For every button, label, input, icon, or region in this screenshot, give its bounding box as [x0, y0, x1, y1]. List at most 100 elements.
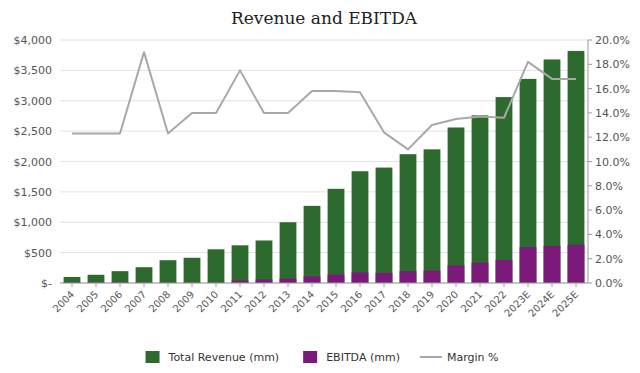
- x-tick-label: 2007: [123, 289, 149, 315]
- y2-axis-line: [588, 40, 589, 283]
- bar: [280, 222, 297, 283]
- bar: [544, 246, 561, 283]
- grid-line: [60, 283, 588, 284]
- bar-series: [64, 51, 585, 283]
- bar: [208, 249, 225, 283]
- bar: [376, 273, 393, 283]
- y-tick-label: $4,000: [14, 34, 53, 47]
- y2-tick-label: 0.0%: [595, 277, 623, 290]
- x-tick: [432, 283, 433, 287]
- x-tick: [336, 283, 337, 287]
- legend-item: Total Revenue (mm): [146, 351, 280, 364]
- y2-tick-label: 16.0%: [595, 83, 630, 96]
- x-tick-label: 2024E: [526, 289, 556, 319]
- x-tick-label: 2011: [219, 289, 245, 315]
- x-tick: [264, 283, 265, 287]
- y2-tick: [588, 112, 592, 113]
- y-tick-label: $2,500: [14, 125, 53, 138]
- bar: [184, 258, 201, 283]
- bar: [568, 51, 585, 283]
- y2-tick: [588, 137, 592, 138]
- bar: [304, 206, 321, 283]
- bar: [136, 267, 153, 283]
- legend-swatch: [146, 351, 160, 363]
- bar: [328, 274, 345, 283]
- x-tick-label: 2008: [147, 289, 173, 315]
- bar: [424, 271, 441, 283]
- bar: [64, 277, 81, 283]
- marks: [64, 51, 585, 283]
- line: [72, 52, 576, 149]
- bar: [256, 240, 273, 283]
- bar: [352, 171, 369, 283]
- y2-tick: [588, 258, 592, 259]
- y-tick-label: $500: [24, 247, 52, 260]
- bar: [472, 263, 489, 283]
- x-tick-label: 2004: [51, 289, 77, 315]
- bar: [448, 265, 465, 283]
- x-axis-line: [60, 283, 588, 284]
- bar: [88, 275, 105, 283]
- x-tick: [120, 283, 121, 287]
- bar: [256, 279, 273, 283]
- x-tick: [408, 283, 409, 287]
- background: [0, 0, 640, 373]
- x-tick: [144, 283, 145, 287]
- bar: [352, 272, 369, 283]
- title: Revenue and EBITDA: [231, 8, 418, 28]
- chart: Revenue and EBITDA$-$500$1,000$1,500$2,0…: [0, 0, 640, 373]
- y-tick-label: $1,500: [14, 186, 53, 199]
- bar: [304, 276, 321, 283]
- legend-item: EBITDA (mm): [303, 351, 400, 364]
- x-tick-label: 2006: [99, 289, 125, 315]
- x-tick-label: 2005: [75, 289, 101, 315]
- y2-tick: [588, 185, 592, 186]
- bar: [400, 271, 417, 283]
- x-tick-label: 2023E: [502, 289, 532, 319]
- bar: [112, 271, 129, 283]
- x-tick-label: 2009: [171, 289, 197, 315]
- y2-tick: [588, 88, 592, 89]
- bar: [424, 149, 441, 283]
- y-tick-label: $3,500: [14, 64, 53, 77]
- y-tick-label: $1,000: [14, 216, 53, 229]
- bar: [496, 97, 513, 283]
- x-tick: [168, 283, 169, 287]
- x-tick: [576, 283, 577, 287]
- bar: [232, 245, 249, 283]
- x-tick: [360, 283, 361, 287]
- legend-label: EBITDA (mm): [326, 351, 400, 364]
- y2-tick-label: 14.0%: [595, 107, 630, 120]
- x-tick: [72, 283, 73, 287]
- x-tick-label: 2012: [243, 289, 269, 315]
- x-tick: [216, 283, 217, 287]
- bar: [496, 260, 513, 283]
- x-tick-label: 2016: [339, 289, 365, 315]
- y2-tick-label: 2.0%: [595, 253, 623, 266]
- legend-item: Margin %: [420, 351, 499, 364]
- x-tick-label: 2017: [363, 289, 389, 315]
- y2-tick: [588, 283, 592, 284]
- y2-tick-label: 4.0%: [595, 228, 623, 241]
- y2-tick-label: 8.0%: [595, 180, 623, 193]
- x-tick-label: 2010: [195, 289, 221, 315]
- y2-tick-label: 6.0%: [595, 204, 623, 217]
- y2-tick: [588, 234, 592, 235]
- x-tick-label: 2013: [267, 289, 293, 315]
- x-tick-label: 2019: [411, 289, 437, 315]
- x-tick-label: 2014: [291, 289, 317, 315]
- grid: [60, 40, 588, 283]
- x-tick: [456, 283, 457, 287]
- y2-tick-label: 12.0%: [595, 131, 630, 144]
- x-tick: [504, 283, 505, 287]
- x-tick: [240, 283, 241, 287]
- x-tick-label: 2015: [315, 289, 341, 315]
- bar: [568, 245, 585, 283]
- legend-swatch: [303, 351, 317, 363]
- bar: [328, 189, 345, 283]
- bar: [376, 168, 393, 283]
- bar: [280, 278, 297, 283]
- y-tick-label: $2,000: [14, 156, 53, 169]
- x-tick: [312, 283, 313, 287]
- y2-tick: [588, 64, 592, 65]
